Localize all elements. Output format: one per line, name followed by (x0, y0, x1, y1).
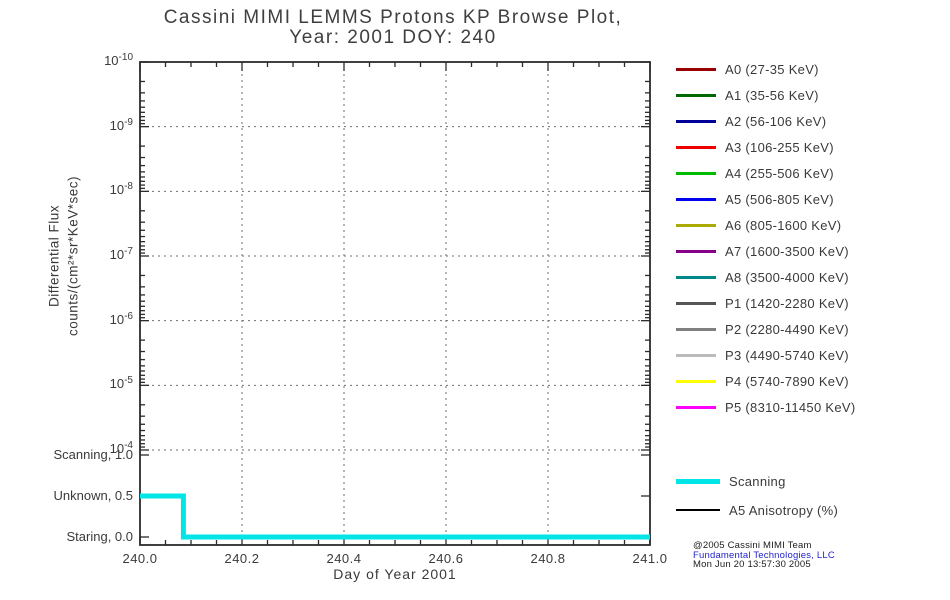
flux-tick-base: 10 (109, 182, 125, 198)
legend-color-swatch (676, 478, 720, 484)
legend-item: A0 (27-35 KeV) (676, 56, 819, 82)
x-tick-label: 240.4 (326, 551, 362, 566)
legend-item: P4 (5740-7890 KeV) (676, 368, 849, 394)
legend-color-swatch (676, 67, 716, 71)
flux-tick-label: 10-5 (58, 375, 133, 392)
legend-color-swatch (676, 223, 716, 227)
legend-color-swatch (676, 379, 716, 383)
flux-tick-exponent: -6 (124, 310, 133, 322)
legend-color-swatch (676, 327, 716, 331)
legend-item: A6 (805-1600 KeV) (676, 212, 841, 238)
legend-item-label: P4 (5740-7890 KeV) (725, 373, 849, 389)
flux-tick-label: 10-7 (58, 246, 133, 262)
legend-item-label: A1 (35-56 KeV) (725, 87, 819, 103)
legend-item-label: A7 (1600-3500 KeV) (725, 243, 849, 259)
legend-color-swatch (676, 93, 716, 97)
legend-item: A1 (35-56 KeV) (676, 82, 819, 108)
flux-tick-exponent: -4 (124, 440, 133, 451)
legend-item-label: A4 (255-506 KeV) (725, 165, 834, 181)
legend-item: A8 (3500-4000 KeV) (676, 264, 849, 290)
scanning-mode-line (140, 493, 650, 540)
legend-color-swatch (676, 509, 720, 511)
flux-tick-label: 10-10 (58, 52, 133, 68)
flux-tick-label: 10-6 (58, 310, 133, 327)
credit-line2: Fundamental Technologies, LLC (693, 549, 835, 561)
mode-tick-label: Scanning, 1.0 (53, 447, 133, 462)
credit-line1: @2005 Cassini MIMI Team (693, 540, 812, 551)
legend-color-swatch (676, 405, 716, 409)
legend-color-swatch (676, 301, 716, 305)
legend-line-label: A5 Anisotropy (%) (729, 502, 839, 518)
chart-title-line2: Year: 2001 DOY: 240 (289, 27, 497, 48)
x-tick-label: 240.0 (122, 551, 158, 566)
credits: @2005 Cassini MIMI Team Fundamental Tech… (693, 541, 835, 570)
legend-line-item: Scanning (676, 468, 786, 494)
flux-tick-base: 10 (109, 247, 125, 262)
flux-tick-base: 10 (109, 311, 125, 327)
flux-tick-label: 10-8 (58, 181, 133, 198)
legend-item: A2 (56-106 KeV) (676, 108, 826, 134)
flux-tick-base: 10 (109, 117, 125, 133)
chart-title-line1: Cassini MIMI LEMMS Protons KP Browse Plo… (163, 7, 623, 28)
credit-line3: Mon Jun 20 13:57:30 2005 (693, 559, 811, 570)
legend-item: P1 (1420-2280 KeV) (676, 290, 849, 316)
x-tick-label: 241.0 (632, 551, 668, 566)
flux-tick-exponent: -7 (124, 246, 133, 257)
x-tick-label: 240.2 (224, 551, 260, 566)
legend-item-label: P2 (2280-4490 KeV) (725, 321, 849, 337)
legend-line-label: Scanning (729, 473, 786, 489)
legend-color-swatch (676, 197, 716, 201)
mode-tick-label: Unknown, 0.5 (53, 488, 134, 503)
legend-item-label: A0 (27-35 KeV) (725, 61, 819, 77)
x-tick-label: 240.8 (530, 551, 566, 566)
legend-line-item: A5 Anisotropy (%) (676, 497, 838, 523)
legend-item-label: P1 (1420-2280 KeV) (725, 295, 849, 311)
legend-item-label: A2 (56-106 KeV) (725, 113, 827, 129)
flux-tick-base: 10 (109, 441, 125, 456)
legend-item-label: P3 (4490-5740 KeV) (725, 347, 849, 363)
flux-tick-exponent: -9 (124, 116, 133, 128)
legend-color-swatch (676, 275, 716, 279)
legend-item-label: P5 (8310-11450 KeV) (725, 399, 856, 415)
legend-item: P3 (4490-5740 KeV) (676, 342, 849, 368)
x-tick-label: 240.6 (428, 551, 464, 566)
flux-tick-base: 10 (109, 376, 125, 392)
legend-color-swatch (676, 171, 716, 175)
legend-item-label: A8 (3500-4000 KeV) (725, 269, 849, 285)
mode-tick-label: Staring, 0.0 (66, 529, 134, 544)
legend-item-label: A3 (106-255 KeV) (725, 139, 834, 155)
flux-tick-exponent: -8 (124, 181, 133, 193)
legend-item: A3 (106-255 KeV) (676, 134, 834, 160)
legend-item: A4 (255-506 KeV) (676, 160, 834, 186)
flux-tick-exponent: -10 (118, 52, 133, 63)
legend-color-swatch (676, 119, 716, 123)
legend-color-swatch (676, 353, 716, 357)
legend-item: P5 (8310-11450 KeV) (676, 394, 856, 420)
flux-tick-exponent: -5 (124, 375, 133, 387)
legend-item: A7 (1600-3500 KeV) (676, 238, 849, 264)
legend-item: P2 (2280-4490 KeV) (676, 316, 849, 342)
legend-item-label: A6 (805-1600 KeV) (725, 217, 842, 233)
legend-item-label: A5 (506-805 KeV) (725, 191, 834, 207)
flux-tick-base: 10 (104, 53, 119, 68)
flux-tick-label: 10-4 (58, 440, 133, 456)
legend-item: A5 (506-805 KeV) (676, 186, 834, 212)
legend-color-swatch (676, 249, 716, 253)
x-axis-title: Day of Year 2001 (333, 566, 457, 582)
flux-tick-label: 10-9 (58, 116, 133, 133)
legend-color-swatch (676, 145, 716, 149)
